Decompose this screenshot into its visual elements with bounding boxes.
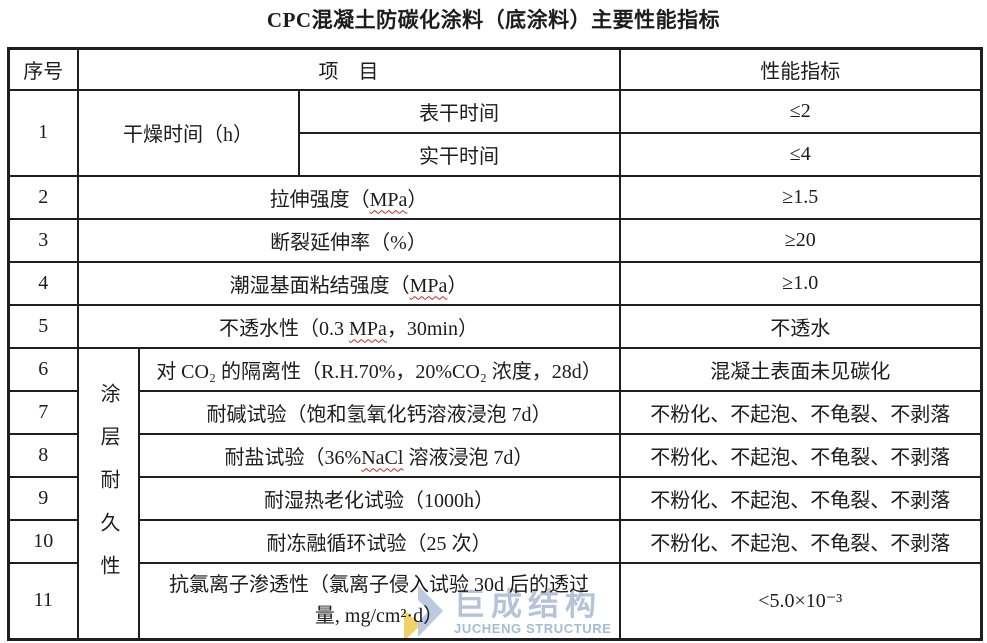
row-number-cell: 2 bbox=[7, 174, 79, 220]
table-row: 11 抗氯离子渗透性（氯离子侵入试验 30d 后的透过 量, mg/cm²·d）… bbox=[7, 561, 983, 641]
item-text: 耐盐试验（36% bbox=[224, 446, 362, 469]
vertical-group-text: 涂层耐久性 bbox=[97, 382, 119, 598]
subitem-cell: 表干时间 bbox=[297, 88, 621, 134]
vertical-group-label: 涂层耐久性 bbox=[76, 346, 140, 641]
perf-cell: ≥20 bbox=[618, 217, 983, 263]
item-text-misspelled: NaCl bbox=[361, 446, 404, 469]
item-cell: 潮湿基面粘结强度（MPa） bbox=[76, 260, 621, 306]
item-cell: 不透水性（0.3 MPa，30min） bbox=[76, 303, 621, 349]
item-cell: 干燥时间（h） bbox=[76, 88, 300, 177]
table-row: 1 干燥时间（h） 表干时间 ≤2 bbox=[7, 88, 983, 177]
row-number-cell: 5 bbox=[7, 303, 79, 349]
header-num-cell: 序号 bbox=[7, 47, 79, 91]
item-text-misspelled: MPa bbox=[349, 317, 387, 340]
table-row: 7 耐碱试验（饱和氢氧化钙溶液浸泡 7d） 不粉化、不起泡、不龟裂、不剥落 bbox=[7, 389, 983, 435]
perf-cell: ≥1.0 bbox=[618, 260, 983, 306]
item-text: 耐碱试验（饱和氢氧化钙溶液浸泡 7d） bbox=[206, 403, 552, 426]
table-row: 9 耐湿热老化试验（1000h） 不粉化、不起泡、不龟裂、不剥落 bbox=[7, 475, 983, 521]
perf-cell: ≤4 bbox=[618, 131, 983, 177]
perf-cell: <5.0×10⁻³ bbox=[618, 561, 983, 641]
subitem-cell: 实干时间 bbox=[297, 131, 621, 177]
item-text: ） bbox=[447, 274, 468, 297]
perf-cell: 不粉化、不起泡、不龟裂、不剥落 bbox=[618, 432, 983, 478]
item-text-misspelled: MPa bbox=[369, 188, 408, 211]
perf-cell: 不透水 bbox=[618, 303, 983, 349]
table-row: 6 涂层耐久性 对 CO₂ 的隔离性（R.H.70%，20%CO₂ 浓度，28d… bbox=[7, 346, 983, 641]
header-perf-cell: 性能指标 bbox=[618, 47, 983, 91]
row-number-cell: 4 bbox=[7, 260, 79, 306]
item-text: 耐湿热老化试验（1000h） bbox=[264, 489, 494, 512]
item-cell: 耐冻融循环试验（25 次） bbox=[137, 518, 621, 564]
table-row: 实干时间 ≤4 bbox=[9, 131, 983, 177]
table-row: 10 耐冻融循环试验（25 次） 不粉化、不起泡、不龟裂、不剥落 bbox=[7, 518, 983, 564]
item-text-line1: 抗氯离子渗透性（氯离子侵入试验 30d 后的透过 bbox=[169, 573, 589, 596]
page-title: CPC混凝土防碳化涂料（底涂料）主要性能指标 bbox=[266, 8, 721, 32]
row-number-cell: 10 bbox=[7, 518, 79, 564]
item-text: 不透水性（0.3 bbox=[219, 317, 350, 340]
row-number-cell: 1 bbox=[7, 88, 79, 177]
table-row: 5 不透水性（0.3 MPa，30min） 不透水 bbox=[7, 303, 983, 349]
item-text: ，30min） bbox=[386, 317, 478, 340]
item-text: 溶液浸泡 7d） bbox=[403, 446, 534, 469]
row-number-cell: 6 bbox=[7, 346, 79, 392]
row-number-cell: 8 bbox=[7, 432, 79, 478]
table-row: 3 断裂延伸率（%） ≥20 bbox=[7, 217, 983, 263]
item-text: ） bbox=[407, 188, 428, 211]
item-text-misspelled: MPa bbox=[409, 274, 448, 297]
header-item-cell: 项 目 bbox=[76, 47, 621, 91]
perf-cell: ≤2 bbox=[618, 88, 983, 134]
perf-cell: 不粉化、不起泡、不龟裂、不剥落 bbox=[618, 389, 983, 435]
row-number-cell: 11 bbox=[7, 561, 79, 641]
item-cell: 断裂延伸率（%） bbox=[76, 217, 621, 263]
item-text: 潮湿基面粘结强度（ bbox=[229, 274, 410, 297]
table-row: 2 拉伸强度（MPa） ≥1.5 bbox=[7, 174, 983, 220]
item-cell: 拉伸强度（MPa） bbox=[76, 174, 621, 220]
item-text: 对 CO₂ 的隔离性（R.H.70%，20%CO₂ 浓度，28d） bbox=[156, 360, 602, 383]
item-cell: 耐碱试验（饱和氢氧化钙溶液浸泡 7d） bbox=[137, 389, 621, 435]
item-text-line2: 量, mg/cm²·d） bbox=[314, 604, 444, 627]
item-text: 耐冻融循环试验（25 次） bbox=[266, 532, 492, 555]
item-cell: 抗氯离子渗透性（氯离子侵入试验 30d 后的透过 量, mg/cm²·d） bbox=[137, 561, 621, 641]
perf-cell: 不粉化、不起泡、不龟裂、不剥落 bbox=[618, 475, 983, 521]
item-cell: 耐盐试验（36%NaCl 溶液浸泡 7d） bbox=[137, 432, 621, 478]
item-text: 断裂延伸率（%） bbox=[270, 231, 427, 254]
row-number-cell: 9 bbox=[7, 475, 79, 521]
table-row: 8 耐盐试验（36%NaCl 溶液浸泡 7d） 不粉化、不起泡、不龟裂、不剥落 bbox=[7, 432, 983, 478]
performance-table: 序号 项 目 性能指标 1 干燥时间（h） 表干时间 ≤2 实干时间 ≤4 2 … bbox=[7, 47, 983, 641]
row-number-cell: 7 bbox=[7, 389, 79, 435]
table-header-row: 序号 项 目 性能指标 bbox=[7, 47, 983, 91]
perf-cell: 不粉化、不起泡、不龟裂、不剥落 bbox=[618, 518, 983, 564]
row-number-cell: 3 bbox=[7, 217, 79, 263]
item-cell: 耐湿热老化试验（1000h） bbox=[137, 475, 621, 521]
item-text: 拉伸强度（ bbox=[269, 188, 370, 211]
table-row: 4 潮湿基面粘结强度（MPa） ≥1.0 bbox=[7, 260, 983, 306]
item-cell: 对 CO₂ 的隔离性（R.H.70%，20%CO₂ 浓度，28d） bbox=[137, 346, 621, 392]
perf-cell: 混凝土表面未见碳化 bbox=[618, 346, 983, 392]
perf-cell: ≥1.5 bbox=[618, 174, 983, 220]
